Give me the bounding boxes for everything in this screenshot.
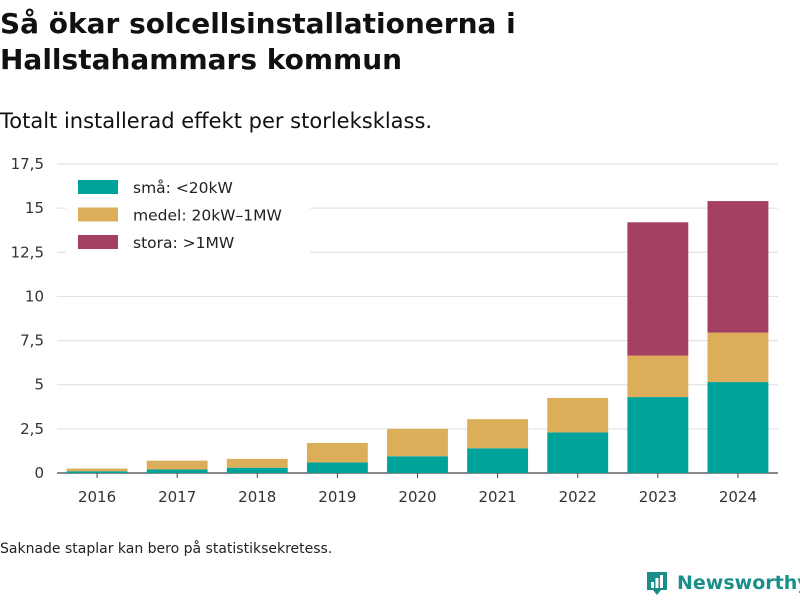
bar-segment (467, 419, 529, 449)
y-tick-label: 5 (34, 376, 44, 394)
bar-segment (306, 462, 368, 473)
legend-label: stora: >1MW (133, 234, 234, 252)
y-tick-label: 12,5 (11, 243, 44, 261)
x-tick-label: 2022 (559, 488, 597, 506)
bar-segment (547, 397, 609, 433)
y-tick-label: 17,5 (11, 155, 44, 173)
axis-labels: 0 2,5 5 7,5 10 12,5 15 17,5 2016 2017 2018 2019 2020… (11, 155, 757, 506)
x-tick-label: 2023 (639, 488, 677, 506)
x-tick-label: 2018 (238, 488, 276, 506)
bar-segment (306, 442, 368, 463)
bar-segment (66, 471, 128, 473)
x-tick-label: 2024 (719, 488, 757, 506)
x-tick-label: 2016 (78, 488, 116, 506)
legend-label: medel: 20kW–1MW (133, 207, 282, 225)
legend: små: <20kW medel: 20kW–1MW stora: >1MW (66, 174, 310, 258)
bar-segment (146, 460, 208, 470)
bar-segment (226, 467, 288, 473)
bar-segment (627, 222, 689, 356)
legend-label: små: <20kW (133, 179, 233, 197)
bar-segment (226, 458, 288, 468)
bar-segment (387, 456, 448, 473)
x-tick-label: 2017 (158, 488, 196, 506)
bar-segment (707, 332, 769, 383)
bar-segment (707, 382, 769, 473)
y-tick-label: 10 (25, 287, 44, 305)
bar-segment (146, 469, 208, 473)
bar-segment (707, 201, 769, 333)
y-tick-label: 15 (25, 199, 44, 217)
bar-segment (627, 397, 689, 473)
stacked-bar-chart: 0 2,5 5 7,5 10 12,5 15 17,5 2016 2017 2018 2019 2020… (11, 155, 778, 506)
bar-segment (627, 355, 689, 398)
bar-segment (547, 432, 609, 473)
bar-segment (387, 428, 448, 457)
legend-swatch (78, 235, 118, 249)
brand-logo: Newsworthy (645, 570, 800, 596)
bar-segment (66, 468, 128, 472)
x-tick-label: 2020 (398, 488, 436, 506)
legend-swatch (78, 180, 118, 194)
x-tick-label: 2021 (479, 488, 517, 506)
bars (66, 201, 769, 473)
y-tick-label: 2,5 (20, 420, 44, 438)
footnote: Saknade staplar kan bero på statistiksek… (0, 541, 333, 557)
legend-swatch (78, 207, 118, 222)
brand-name: Newsworthy (677, 572, 800, 594)
bar-chart-logo-icon (647, 572, 667, 595)
bar-segment (467, 448, 529, 473)
y-tick-label: 7,5 (20, 332, 44, 350)
y-tick-label: 0 (34, 464, 44, 482)
chart-subtitle: Totalt installerad effekt per storlekskl… (0, 109, 433, 133)
chart-title: Så ökar solcellsinstallationerna i Halls… (0, 7, 516, 76)
x-tick-label: 2019 (318, 488, 356, 506)
